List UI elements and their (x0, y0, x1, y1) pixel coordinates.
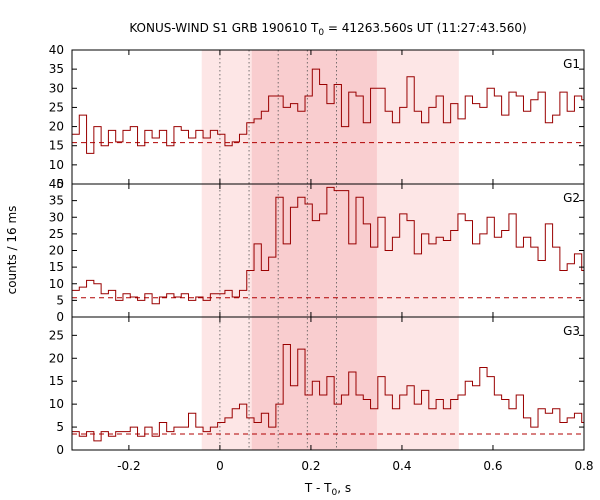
g1-y-tick-label: 15 (49, 139, 64, 153)
g1-y-tick-label: 25 (49, 100, 64, 114)
x-tick-label: 0.8 (574, 459, 593, 473)
g2-panel-label: G2 (563, 191, 580, 205)
g1-y-tick-label: 35 (49, 62, 64, 76)
chart-title-main: KONUS-WIND S1 GRB 190610 T (129, 21, 319, 35)
g3-y-tick-label: 15 (49, 374, 64, 388)
y-axis-title: counts / 16 ms (5, 206, 19, 295)
panel-g1: 5 10 15 20 25 30 35 40 G1 (49, 43, 585, 191)
x-axis-title-main: T - T (304, 481, 332, 495)
g2-y-tick-label: 10 (49, 277, 64, 291)
x-tick-label: 0.6 (483, 459, 502, 473)
panel-g3: 0 5 10 15 20 25 G3 (49, 316, 585, 457)
chart-title-rest: = 41263.560s UT (11:27:43.560) (324, 21, 527, 35)
g3-panel-label: G3 (563, 324, 580, 338)
x-tick-label: -0.2 (117, 459, 140, 473)
chart-title-sub: 0 (318, 28, 324, 38)
shaded-interval-2 (251, 50, 377, 450)
x-tick-label: 0 (216, 459, 224, 473)
x-tick-label: 0.2 (301, 459, 320, 473)
x-tick-label: 0.4 (392, 459, 411, 473)
g1-y-tick-label: 30 (49, 81, 64, 95)
x-axis-title-sub: 0 (332, 488, 338, 498)
g2-y-tick-label: 25 (49, 227, 64, 241)
g1-y-tick-label: 10 (49, 158, 64, 172)
g1-y-tick-label: 20 (49, 120, 64, 134)
chart-title: KONUS-WIND S1 GRB 190610 T0 = 41263.560s… (129, 21, 526, 38)
g3-frame (71, 316, 585, 451)
plot-area: 5 10 15 20 25 30 35 40 G1 0 5 10 15 20 25 30 35 40 G2 0 5 10 1… (49, 43, 594, 473)
g3-y-tick-label: 20 (49, 351, 64, 365)
g3-y-tick-label: 10 (49, 397, 64, 411)
g2-y-tick-label: 30 (49, 210, 64, 224)
x-axis-title-rest: , s (337, 481, 351, 495)
g3-y-tick-label: 5 (56, 420, 64, 434)
g2-y-tick-label: 40 (49, 177, 64, 191)
g2-y-tick-label: 15 (49, 260, 64, 274)
g2-y-tick-label: 35 (49, 194, 64, 208)
g1-panel-label: G1 (563, 57, 580, 71)
g3-y-tick-label: 0 (56, 443, 64, 457)
g1-y-tick-label: 5 (56, 177, 64, 191)
g2-y-tick-label: 20 (49, 244, 64, 258)
panel-g2: 0 5 10 15 20 25 30 35 40 G2 (49, 177, 585, 324)
g3-y-tick-label: 25 (49, 328, 64, 342)
g1-y-tick-label: 40 (49, 43, 64, 57)
g2-y-tick-label: 0 (56, 310, 64, 324)
g2-y-tick-label: 5 (56, 293, 64, 307)
x-axis-title: T - T0, s (304, 481, 351, 498)
